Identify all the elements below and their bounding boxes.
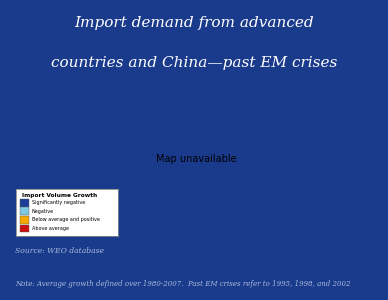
Bar: [20, 207, 29, 215]
Text: Import demand from advanced: Import demand from advanced: [74, 16, 314, 30]
Text: Below average and positive: Below average and positive: [32, 217, 100, 222]
Text: Map unavailable: Map unavailable: [156, 154, 236, 164]
Bar: [20, 216, 29, 224]
Text: Above average: Above average: [32, 226, 69, 231]
Text: Note: Average growth defined over 1980-2007.  Past EM crises refer to 1995, 1998: Note: Average growth defined over 1980-2…: [15, 280, 351, 287]
Text: Source: WEO database: Source: WEO database: [15, 247, 104, 255]
Text: Import Volume Growth: Import Volume Growth: [22, 193, 97, 198]
Text: countries and China—past EM crises: countries and China—past EM crises: [51, 56, 337, 70]
Text: Negative: Negative: [32, 209, 54, 214]
Bar: [20, 225, 29, 232]
Text: Significantly negative: Significantly negative: [32, 200, 85, 206]
Bar: [20, 199, 29, 207]
